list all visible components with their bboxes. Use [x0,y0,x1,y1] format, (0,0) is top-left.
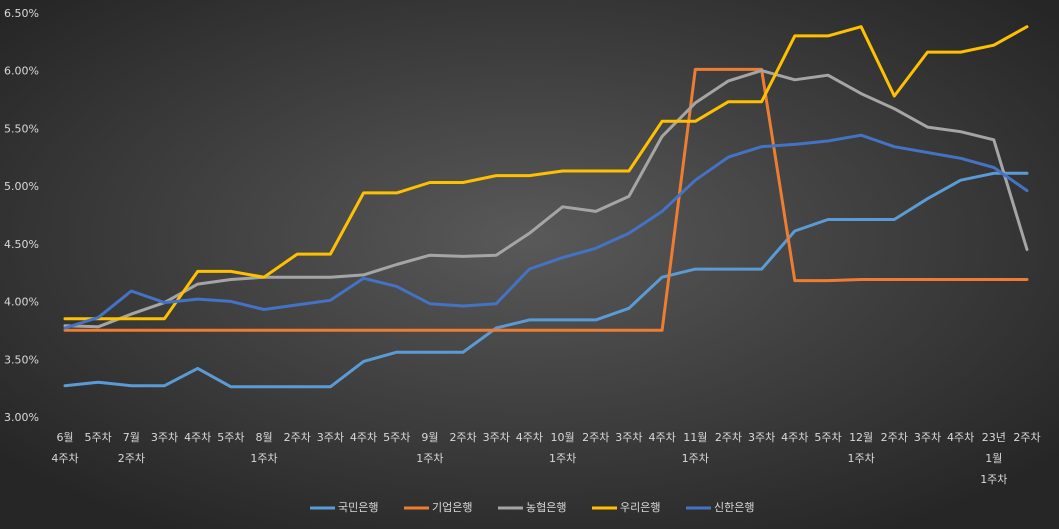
series-line [63,25,1029,321]
x-tick-label: 1주차 [848,452,875,465]
x-tick-label: 3주차 [615,431,642,444]
series-line [63,69,1029,329]
y-tick-label: 3.50% [4,353,39,366]
x-tick-label: 5주차 [383,431,410,444]
x-tick-label: 1주차 [250,452,277,465]
x-tick-label: 4주차 [781,431,808,444]
x-tick-label: 3주차 [483,431,510,444]
series-line [63,67,1029,332]
x-tick-label: 2주차 [715,431,742,444]
x-tick-label: 2주차 [1013,431,1040,444]
y-tick-label: 5.00% [4,180,39,193]
legend-label: 우리은행 [620,501,660,514]
series-line [63,171,1029,389]
x-tick-label: 2주차 [284,431,311,444]
x-tick-label: 3주차 [151,431,178,444]
x-tick-label: 4주차 [184,431,211,444]
x-tick-label: 3주차 [914,431,941,444]
x-tick-label: 5주차 [814,431,841,444]
x-tick-label: 1주차 [980,473,1007,486]
y-tick-label: 5.50% [4,122,39,135]
x-tick-label: 12월 [849,431,873,444]
legend-label: 신한은행 [714,501,754,514]
x-tick-label: 5주차 [85,431,112,444]
x-tick-label: 10월 [551,431,575,444]
x-tick-label: 6월 [56,431,73,444]
x-tick-label: 4주차 [51,452,78,465]
y-tick-label: 6.50% [4,7,39,20]
x-tick-label: 5주차 [217,431,244,444]
x-tick-label: 2주차 [118,452,145,465]
y-tick-label: 3.00% [4,411,39,424]
x-tick-label: 2주차 [449,431,476,444]
x-tick-label: 1주차 [416,452,443,465]
y-tick-label: 4.50% [4,238,39,251]
x-tick-label: 8월 [255,431,272,444]
y-tick-label: 6.00% [4,65,39,78]
x-tick-label: 3주차 [317,431,344,444]
x-tick-label: 1주차 [549,452,576,465]
x-tick-label: 7월 [123,431,140,444]
x-tick-label: 3주차 [748,431,775,444]
legend-label: 기업은행 [432,501,472,514]
x-tick-label: 4주차 [648,431,675,444]
x-tick-label: 2주차 [582,431,609,444]
x-tick-label: 23년 [982,431,1006,444]
x-tick-label: 11월 [683,431,707,444]
legend-label: 국민은행 [338,501,378,514]
series-line [63,133,1029,330]
x-tick-label: 4주차 [516,431,543,444]
x-tick-label: 9월 [421,431,438,444]
legend-label: 농협은행 [526,501,566,514]
x-tick-label: 4주차 [947,431,974,444]
x-tick-label: 2주차 [881,431,908,444]
y-tick-label: 4.00% [4,296,39,309]
x-tick-label: 1주차 [682,452,709,465]
x-tick-label: 1월 [985,452,1002,465]
x-tick-label: 4주차 [350,431,377,444]
